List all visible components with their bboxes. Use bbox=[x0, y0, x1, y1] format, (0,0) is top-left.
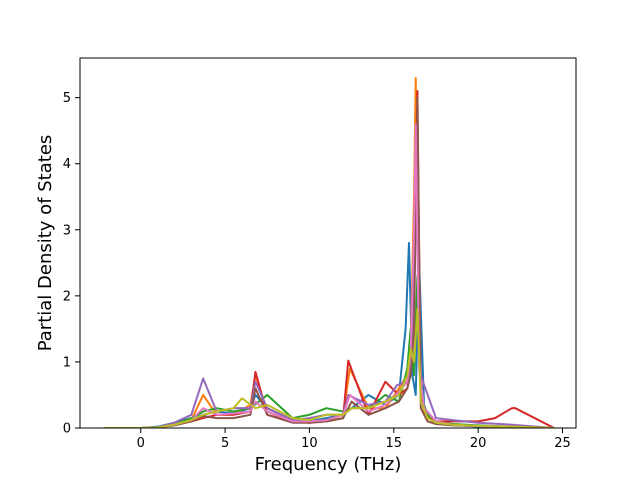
x-axis-label: Frequency (THz) bbox=[255, 454, 402, 475]
series-line-7 bbox=[103, 123, 555, 428]
x-tick-label: 25 bbox=[554, 436, 571, 451]
plot-frame bbox=[79, 57, 577, 429]
x-tick-label: 20 bbox=[470, 436, 487, 451]
x-tick-label: 5 bbox=[221, 436, 229, 451]
x-tick-label: 0 bbox=[137, 436, 145, 451]
y-tick-label: 4 bbox=[63, 157, 71, 172]
y-tick-label: 0 bbox=[63, 422, 71, 437]
y-tick-label: 5 bbox=[63, 91, 71, 106]
y-tick-label: 2 bbox=[63, 289, 71, 304]
x-tick-label: 10 bbox=[301, 436, 318, 451]
y-tick-label: 3 bbox=[63, 223, 71, 238]
y-axis-label: Partial Density of States bbox=[35, 135, 56, 352]
series-line-4 bbox=[103, 90, 555, 428]
series-line-6 bbox=[103, 96, 555, 428]
series-line-8 bbox=[103, 308, 555, 428]
ticks-layer: 0 5 10 15 20 25 0 1 2 3 4 5 bbox=[63, 91, 571, 451]
x-tick-label: 15 bbox=[386, 436, 403, 451]
series-layer bbox=[103, 76, 555, 428]
y-tick-label: 1 bbox=[63, 355, 71, 370]
